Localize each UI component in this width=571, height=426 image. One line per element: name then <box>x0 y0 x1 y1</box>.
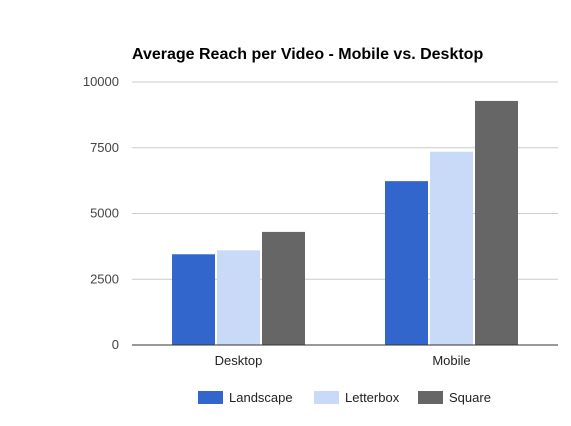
y-tick-label: 7500 <box>90 140 119 155</box>
bar-square-desktop <box>262 231 305 345</box>
legend: Landscape Letterbox Square <box>198 390 491 405</box>
bar-landscape-desktop <box>172 254 215 345</box>
legend-swatch-square <box>418 391 443 404</box>
bar-letterbox-desktop <box>217 250 260 345</box>
legend-swatch-letterbox <box>314 391 339 404</box>
bar-landscape-mobile <box>385 181 428 345</box>
y-tick-label: 0 <box>112 337 119 352</box>
y-tick-label: 5000 <box>90 206 119 221</box>
x-category-label: Desktop <box>215 353 263 368</box>
y-tick-label: 10000 <box>83 74 119 89</box>
bar-letterbox-mobile <box>430 151 473 345</box>
legend-swatch-landscape <box>198 391 223 404</box>
x-axis-categories: Desktop Mobile <box>215 353 471 368</box>
x-category-label: Mobile <box>432 353 470 368</box>
y-axis-ticks: 0 2500 5000 7500 10000 <box>83 74 119 352</box>
legend-label-letterbox: Letterbox <box>345 390 400 405</box>
chart-title: Average Reach per Video - Mobile vs. Des… <box>132 46 483 63</box>
y-tick-label: 2500 <box>90 271 119 286</box>
bars <box>172 100 518 345</box>
bar-square-mobile <box>475 100 518 345</box>
legend-label-square: Square <box>449 390 491 405</box>
legend-label-landscape: Landscape <box>229 390 293 405</box>
